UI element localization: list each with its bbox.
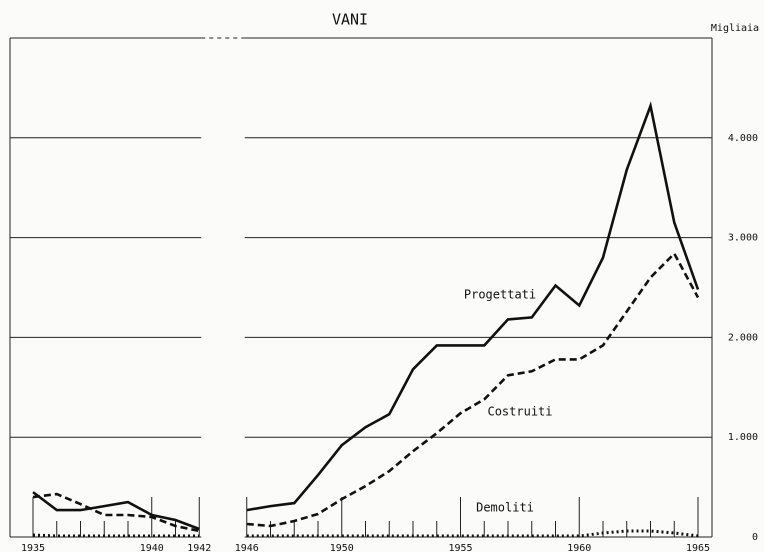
x-tick-label: 1940	[140, 543, 164, 552]
y-tick-label: 3.000	[728, 233, 758, 244]
x-tick-label: 1950	[330, 543, 354, 552]
series-label: Costruiti	[487, 405, 552, 419]
y-tick-label: 0	[752, 532, 758, 543]
x-tick-label: 1965	[686, 543, 710, 552]
series-line	[32, 101, 700, 531]
x-tick-label: 1946	[235, 543, 259, 552]
series-line	[32, 251, 700, 533]
x-tick-label: 1955	[448, 543, 472, 552]
x-tick-label: 1960	[567, 543, 591, 552]
chart-title: VANI	[332, 11, 368, 29]
x-tick-label: 1935	[21, 543, 45, 552]
y-tick-label: 4.000	[728, 133, 758, 144]
y-tick-label: 1.000	[728, 432, 758, 443]
y-axis-label: Migliaia	[711, 23, 759, 34]
x-tick-label: 1942	[187, 543, 211, 552]
series-label: Demoliti	[476, 501, 534, 515]
series-line	[32, 529, 699, 538]
series-label: Progettati	[464, 288, 536, 302]
y-tick-label: 2.000	[728, 332, 758, 343]
